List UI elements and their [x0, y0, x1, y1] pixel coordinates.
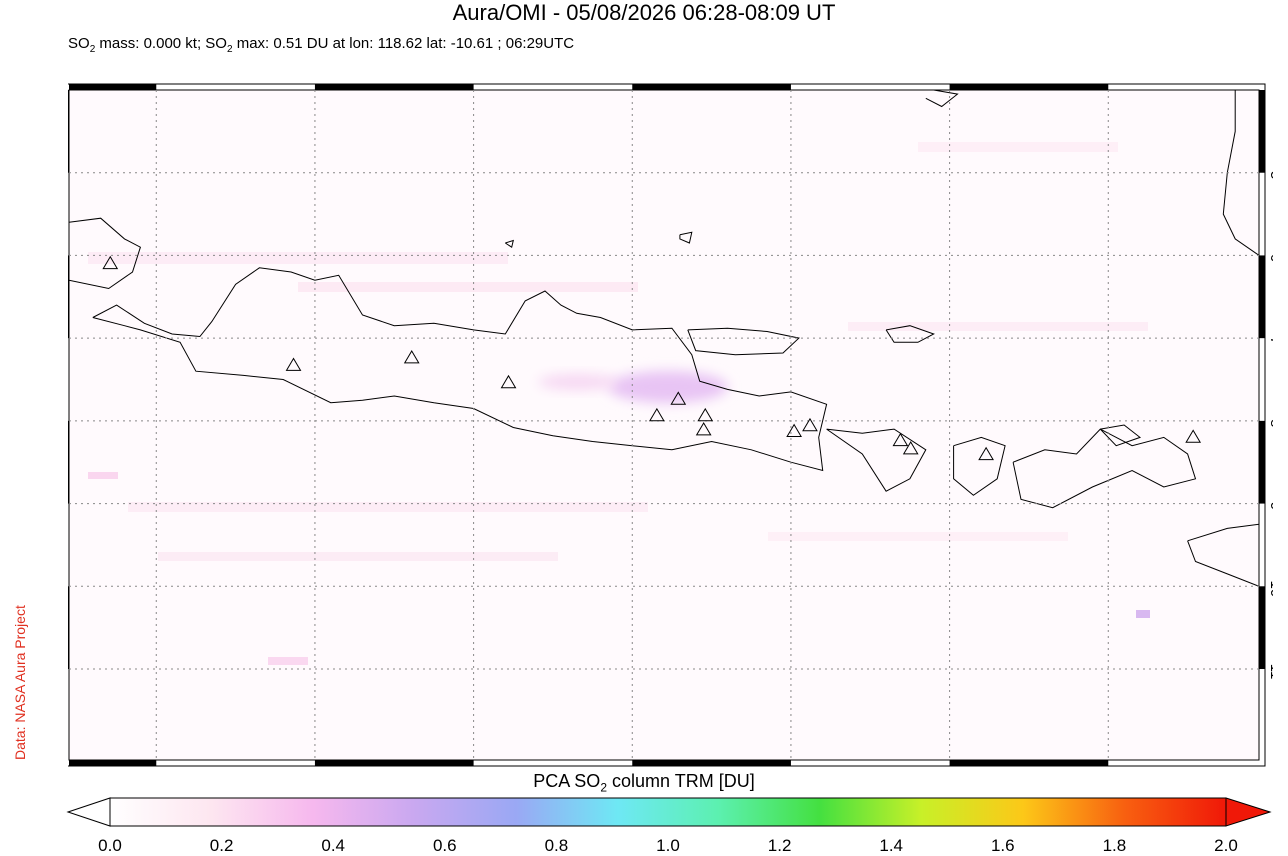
volcano-marker	[648, 407, 665, 422]
frame-left-seg	[68, 420, 69, 504]
colorbar-label: 1.0	[656, 836, 680, 855]
sulawesi-tip	[1222, 90, 1259, 257]
colorbar-title-sub: 2	[600, 780, 607, 795]
volcano-marker	[285, 357, 302, 371]
frame-outline	[68, 83, 1266, 767]
lombok-island	[953, 436, 1006, 496]
colorbar-label: 1.6	[990, 836, 1015, 855]
lat-tick-right: -7	[1267, 331, 1273, 344]
frame-left-seg	[68, 255, 69, 339]
frame-right-seg	[1259, 420, 1265, 504]
sumbawa-island	[1012, 428, 1197, 509]
lat-tick-right: -8	[1267, 414, 1273, 427]
frame-left-seg	[68, 586, 69, 670]
colorbar-label: 0.0	[98, 836, 122, 855]
frame-bottom-seg	[632, 760, 791, 766]
frame-top-seg	[69, 84, 157, 90]
kangean-islands	[885, 325, 935, 343]
axis-ticks: 1061061081081101101121121141141161161181…	[1267, 166, 1273, 680]
bawean-island	[679, 231, 693, 244]
so2-field	[88, 142, 1150, 665]
coastlines	[69, 90, 1259, 587]
colorbar-label: 0.4	[321, 836, 346, 855]
subtitle-sub2: 2	[226, 44, 233, 55]
colorbar-title-rest: column TRM [DU]	[607, 771, 755, 791]
subtitle-rest: max: 0.51 DU at lon: 118.62 lat: -10.61 …	[232, 35, 575, 52]
frame-left-seg	[68, 90, 69, 173]
so2-map: 1061061081081101101121121141141161161181…	[68, 83, 1273, 767]
volcano-marker	[786, 423, 802, 438]
volcano-marker	[892, 432, 909, 447]
volcano-marker	[670, 391, 687, 405]
lat-tick-right: -6	[1267, 249, 1273, 262]
colorbar	[66, 797, 1272, 827]
frame-right-seg	[1259, 586, 1265, 670]
lat-tick-right: -5	[1267, 166, 1273, 179]
madura-island	[687, 327, 800, 356]
colorbar-label: 0.6	[432, 836, 457, 855]
map-frame	[68, 83, 1266, 767]
volcano-marker	[802, 417, 818, 432]
frame-bottom-seg	[949, 760, 1109, 766]
frame-right-seg	[1259, 90, 1265, 173]
colorbar-label: 0.2	[209, 836, 234, 855]
sumatra-tip	[69, 217, 142, 290]
colorbar-title: PCA SO2 column TRM [DU]	[0, 770, 1288, 799]
sumbawa-north	[1099, 424, 1142, 447]
sumba-island	[1187, 523, 1259, 587]
kalimantan-tip	[925, 90, 959, 108]
grid-lines	[69, 90, 1259, 760]
volcano-marker	[403, 350, 420, 364]
subtitle-prefix: SO	[68, 35, 90, 52]
frame-top-seg	[949, 84, 1109, 90]
subtitle-sub: 2	[89, 44, 96, 55]
frame-right-seg	[1259, 255, 1265, 339]
colorbar-min-arrow	[66, 797, 111, 827]
colorbar-ramp	[109, 797, 1227, 827]
colorbar-label: 1.8	[1102, 836, 1127, 855]
java-island	[92, 267, 828, 472]
plot-area	[68, 89, 1260, 761]
subtitle: SO2 mass: 0.000 kt; SO2 max: 0.51 DU at …	[68, 35, 574, 59]
volcano-marker	[102, 255, 119, 270]
colorbar-label: 2.0	[1214, 836, 1238, 855]
volcano-marker	[1185, 429, 1202, 443]
colorbar-label: 1.2	[767, 836, 792, 855]
volcano-marker	[697, 407, 714, 422]
data-credit: Data: NASA Aura Project	[12, 605, 28, 760]
volcano-marker	[902, 441, 919, 455]
colorbar-title-prefix: PCA SO	[533, 771, 601, 791]
volcano-marker	[978, 446, 994, 461]
frame-top-seg	[632, 84, 791, 90]
bali-island	[826, 428, 927, 492]
colorbar-label: 0.8	[544, 836, 569, 855]
colorbar-label: 1.4	[879, 836, 904, 855]
volcano-marker	[695, 421, 712, 436]
lat-tick-right: -11	[1267, 659, 1273, 680]
lat-tick-right: -10	[1267, 575, 1273, 597]
volcano-markers	[102, 255, 1202, 461]
frame-bottom-seg	[69, 760, 157, 766]
subtitle-mid: mass: 0.000 kt; SO	[95, 35, 227, 52]
frame-top-seg	[314, 84, 474, 90]
volcano-marker	[500, 374, 517, 389]
karimunjawa	[505, 239, 514, 249]
colorbar-max-arrow	[1225, 797, 1272, 827]
page-title: Aura/OMI - 05/08/2026 06:28-08:09 UT	[452, 0, 836, 25]
frame-bottom-seg	[314, 760, 474, 766]
lat-tick-right: -9	[1267, 497, 1273, 510]
